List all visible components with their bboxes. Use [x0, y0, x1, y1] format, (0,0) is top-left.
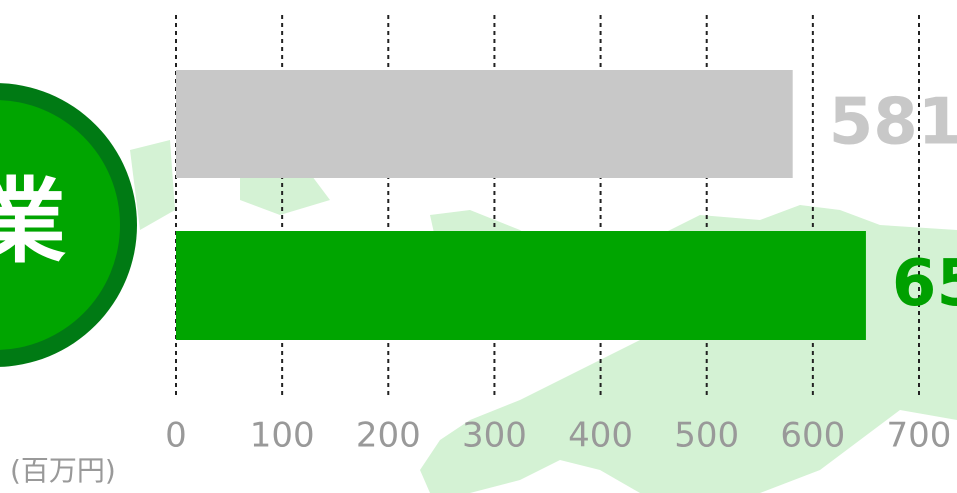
x-tick-label: 600 — [780, 416, 845, 456]
value-label: 650 — [892, 247, 957, 321]
x-tick-label: 500 — [674, 416, 739, 456]
x-tick-label: 100 — [250, 416, 315, 456]
x-tick-label: 400 — [568, 416, 633, 456]
badge: 業 — [0, 83, 137, 367]
x-tick-label: 300 — [462, 416, 527, 456]
badge-fill — [0, 100, 120, 350]
value-label: 581 — [829, 86, 957, 160]
badge-label: 業 — [0, 168, 66, 275]
x-tick-label: 700 — [887, 416, 952, 456]
bar — [176, 70, 793, 178]
x-tick-label: 200 — [356, 416, 421, 456]
x-tick-label: 0 — [165, 416, 187, 456]
unit-label: (百万円) — [10, 454, 116, 487]
bar — [176, 231, 866, 340]
